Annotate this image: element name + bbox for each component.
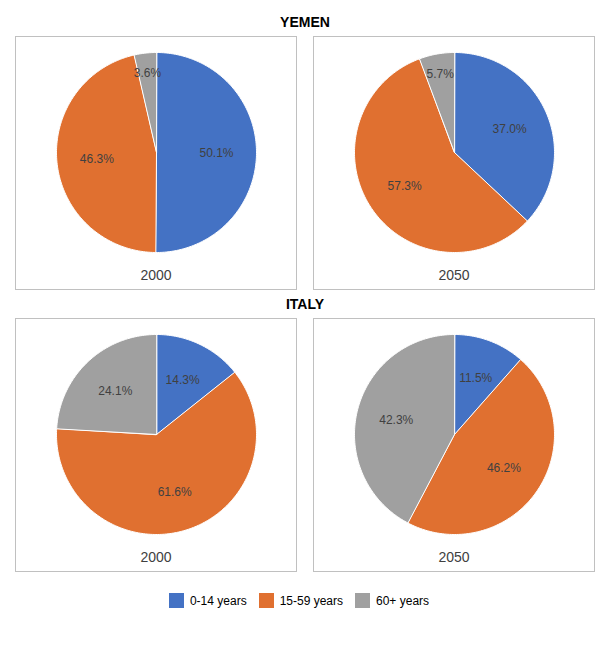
svg-text:61.6%: 61.6% [158, 485, 192, 499]
html-text:2000: 2000 [140, 267, 172, 283]
html-text:15-59 years: 15-59 years [279, 593, 343, 608]
html-text:2000: 2000 [140, 549, 172, 565]
svg-text:46.3%: 46.3% [80, 152, 114, 166]
svg-text:42.3%: 42.3% [379, 413, 413, 427]
html-text:ITALY: ITALY [285, 296, 325, 312]
svg-text:14.3%: 14.3% [166, 373, 200, 387]
svg-text:5.7%: 5.7% [427, 67, 455, 81]
svg-text:50.1%: 50.1% [199, 146, 233, 160]
svg-text:11.5%: 11.5% [459, 371, 492, 385]
html-text:60+ years: 60+ years [376, 593, 430, 608]
svg-text:24.1%: 24.1% [98, 384, 132, 398]
html-text:0-14 years: 0-14 years [189, 593, 247, 608]
svg-text:37.0%: 37.0% [493, 122, 527, 136]
html-text:YEMEN: YEMEN [280, 14, 330, 30]
html-text:2050: 2050 [438, 267, 470, 283]
svg-text:57.3%: 57.3% [388, 179, 422, 193]
html-text:2050: 2050 [438, 549, 470, 565]
svg-text:3.6%: 3.6% [134, 66, 162, 80]
svg-text:46.2%: 46.2% [487, 461, 521, 475]
